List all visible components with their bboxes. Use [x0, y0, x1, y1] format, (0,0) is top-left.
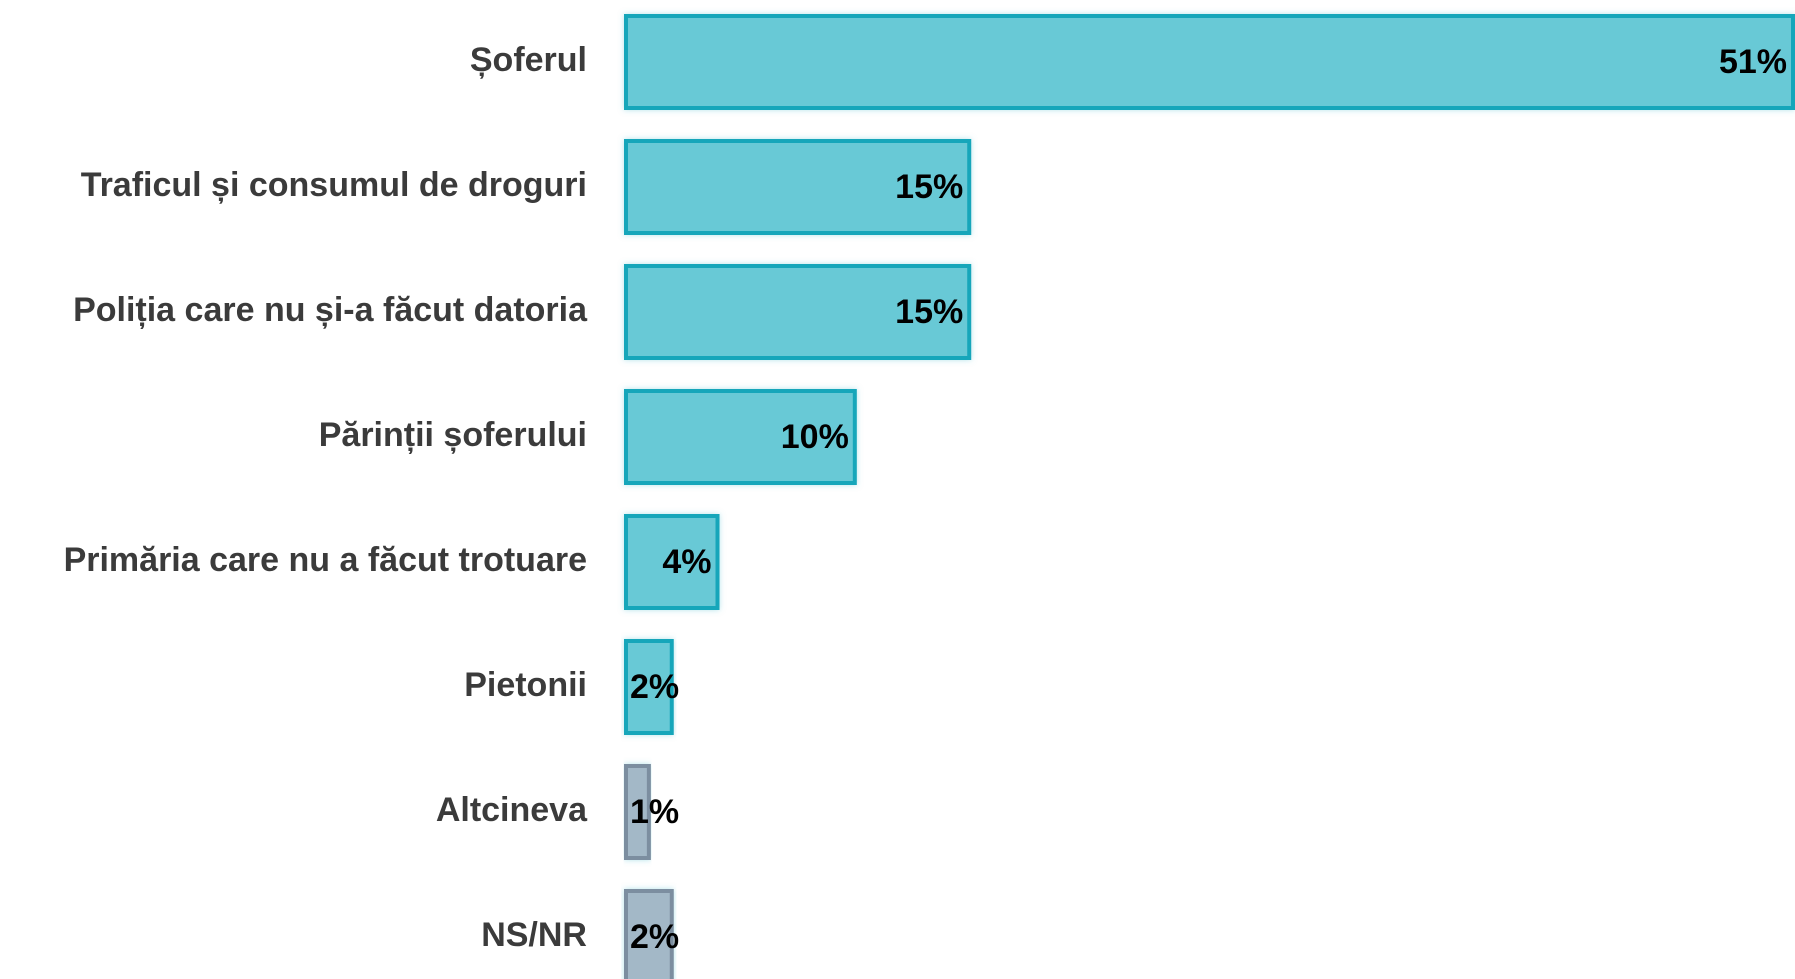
value-label: 10% — [781, 418, 849, 456]
bar — [624, 264, 972, 360]
bar — [624, 639, 674, 735]
category-label: Primăria care nu a făcut trotuare — [64, 541, 587, 579]
value-label: 2% — [630, 668, 679, 706]
bar — [624, 514, 720, 610]
value-label: 15% — [895, 293, 963, 331]
bar — [624, 139, 972, 235]
category-label: Altcineva — [436, 791, 588, 829]
bar — [624, 14, 1795, 110]
value-label: 2% — [630, 918, 679, 956]
category-label: Șoferul — [470, 41, 587, 79]
category-label: Poliția care nu și-a făcut datoria — [73, 291, 588, 329]
category-label: Părinții șoferului — [319, 416, 587, 454]
bar — [624, 889, 674, 979]
category-label: Traficul și consumul de droguri — [81, 166, 587, 204]
category-label: NS/NR — [481, 916, 587, 954]
value-label: 1% — [630, 793, 679, 831]
bar — [624, 764, 651, 860]
bar — [624, 389, 857, 485]
value-label: 15% — [895, 168, 963, 206]
category-label: Pietonii — [464, 666, 587, 704]
value-label: 4% — [662, 543, 711, 581]
value-label: 51% — [1719, 43, 1787, 81]
